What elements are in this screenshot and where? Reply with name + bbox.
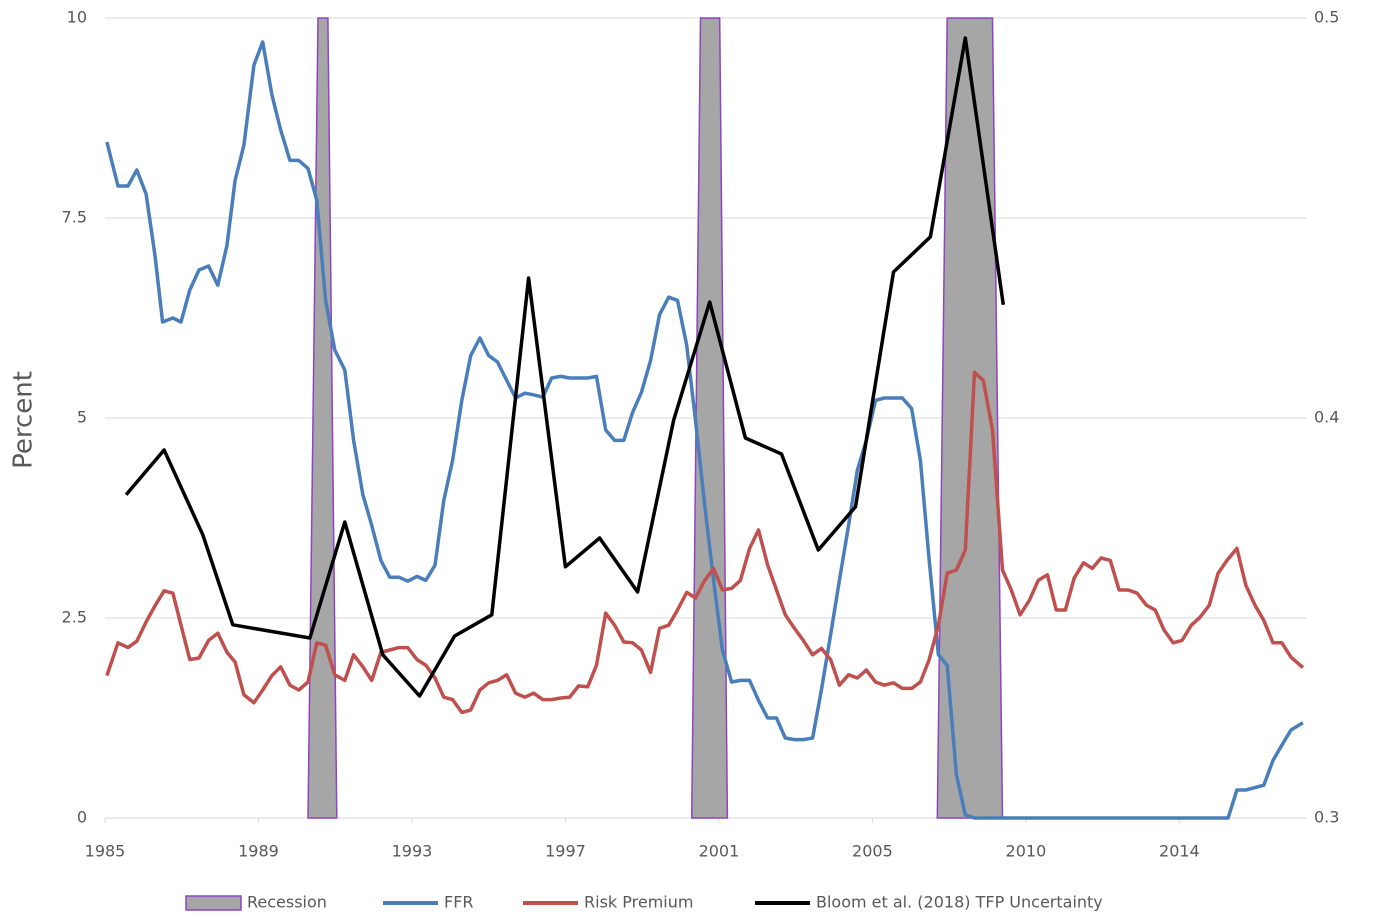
series-line — [105, 370, 1305, 715]
x-tick-label: 1985 — [85, 842, 126, 861]
x-tick-label: 1997 — [545, 842, 586, 861]
x-tick-label: 1993 — [392, 842, 433, 861]
y-tick-label: 5 — [77, 408, 87, 427]
y-tick-label: 7.5 — [62, 208, 87, 227]
x-tick-label: 2014 — [1159, 842, 1200, 861]
y-tick-label: 2.5 — [62, 608, 87, 627]
legend-label: Bloom et al. (2018) TFP Uncertainty — [816, 893, 1103, 912]
series-line — [105, 40, 1304, 820]
y2-tick-label: 0.5 — [1314, 8, 1339, 27]
y-tick-label: 0 — [77, 808, 87, 827]
y2-tick-label: 0.3 — [1314, 808, 1339, 827]
series-line — [124, 36, 1006, 698]
y2-tick-label: 0.4 — [1314, 408, 1339, 427]
legend-swatch — [185, 895, 242, 911]
x-tick-label: 1989 — [238, 842, 279, 861]
y-axis-label: Percent — [9, 371, 39, 469]
y-tick-label: 10 — [67, 8, 87, 27]
legend-label: Risk Premium — [584, 893, 693, 912]
legend-label: FFR — [444, 893, 474, 912]
x-tick-label: 2001 — [699, 842, 740, 861]
x-tick-label: 2010 — [1006, 842, 1047, 861]
legend-label: Recession — [247, 893, 327, 912]
x-tick-label: 2005 — [852, 842, 893, 861]
